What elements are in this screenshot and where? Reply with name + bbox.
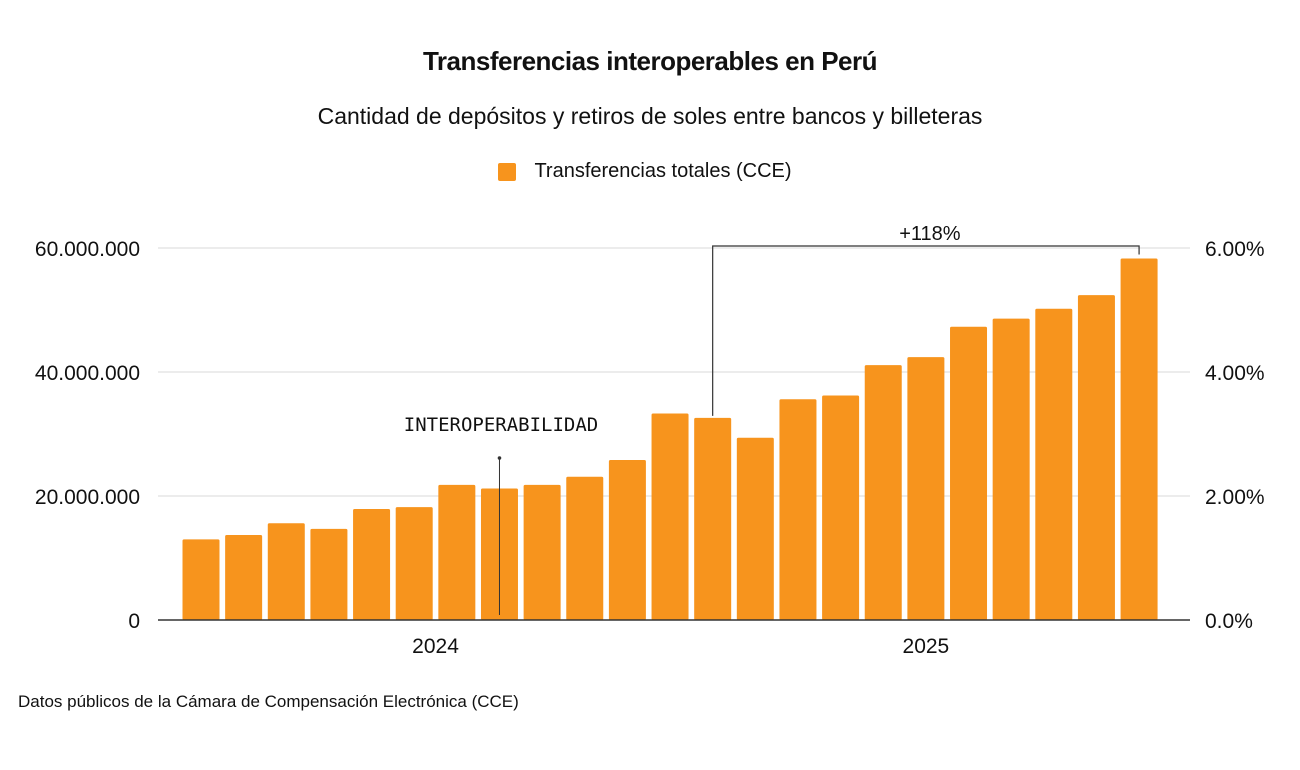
bar	[1035, 308, 1073, 620]
y2-tick-label: 2.00%	[1205, 486, 1265, 509]
growth-label: +118%	[899, 223, 961, 245]
bar	[438, 484, 476, 620]
y-tick-label: 20.000.000	[35, 486, 140, 509]
y2-tick-label: 0.0%	[1205, 610, 1253, 633]
bar	[992, 318, 1030, 620]
chart-subtitle: Cantidad de depósitos y retiros de soles…	[317, 103, 983, 129]
chart-title: Transferencias interoperables en Perú	[422, 46, 878, 76]
source-note: Datos públicos de la Cámara de Compensac…	[18, 692, 519, 711]
bar	[950, 326, 988, 620]
bar	[651, 413, 689, 620]
bar	[225, 535, 263, 620]
bar	[1077, 295, 1115, 620]
bar	[779, 399, 817, 620]
bar	[736, 437, 774, 620]
bar	[907, 357, 945, 620]
legend: Transferencias totales (CCE)	[0, 160, 1300, 183]
bar	[267, 523, 305, 620]
bar	[694, 417, 732, 620]
y2-tick-label: 6.00%	[1205, 238, 1265, 261]
bar	[182, 539, 220, 620]
annotation-label: INTEROPERABILIDAD	[404, 414, 598, 436]
y-tick-label: 0	[128, 610, 140, 633]
marker-dot	[497, 456, 502, 460]
bar	[566, 476, 604, 620]
bar	[395, 507, 433, 620]
legend-label: Transferencias totales (CCE)	[534, 160, 792, 182]
y-tick-label: 60.000.000	[35, 238, 140, 261]
bar	[1120, 258, 1158, 620]
bar	[523, 484, 561, 620]
x-tick-label: 2024	[412, 635, 459, 658]
bar	[353, 509, 391, 620]
bar	[864, 365, 902, 620]
y2-tick-label: 4.00%	[1205, 362, 1265, 385]
legend-swatch	[498, 162, 517, 181]
bar	[608, 460, 646, 620]
y-tick-label: 40.000.000	[35, 362, 140, 385]
bar	[310, 528, 348, 620]
bar	[822, 395, 860, 620]
growth-bracket	[712, 245, 1140, 416]
x-tick-label: 2025	[903, 635, 950, 658]
